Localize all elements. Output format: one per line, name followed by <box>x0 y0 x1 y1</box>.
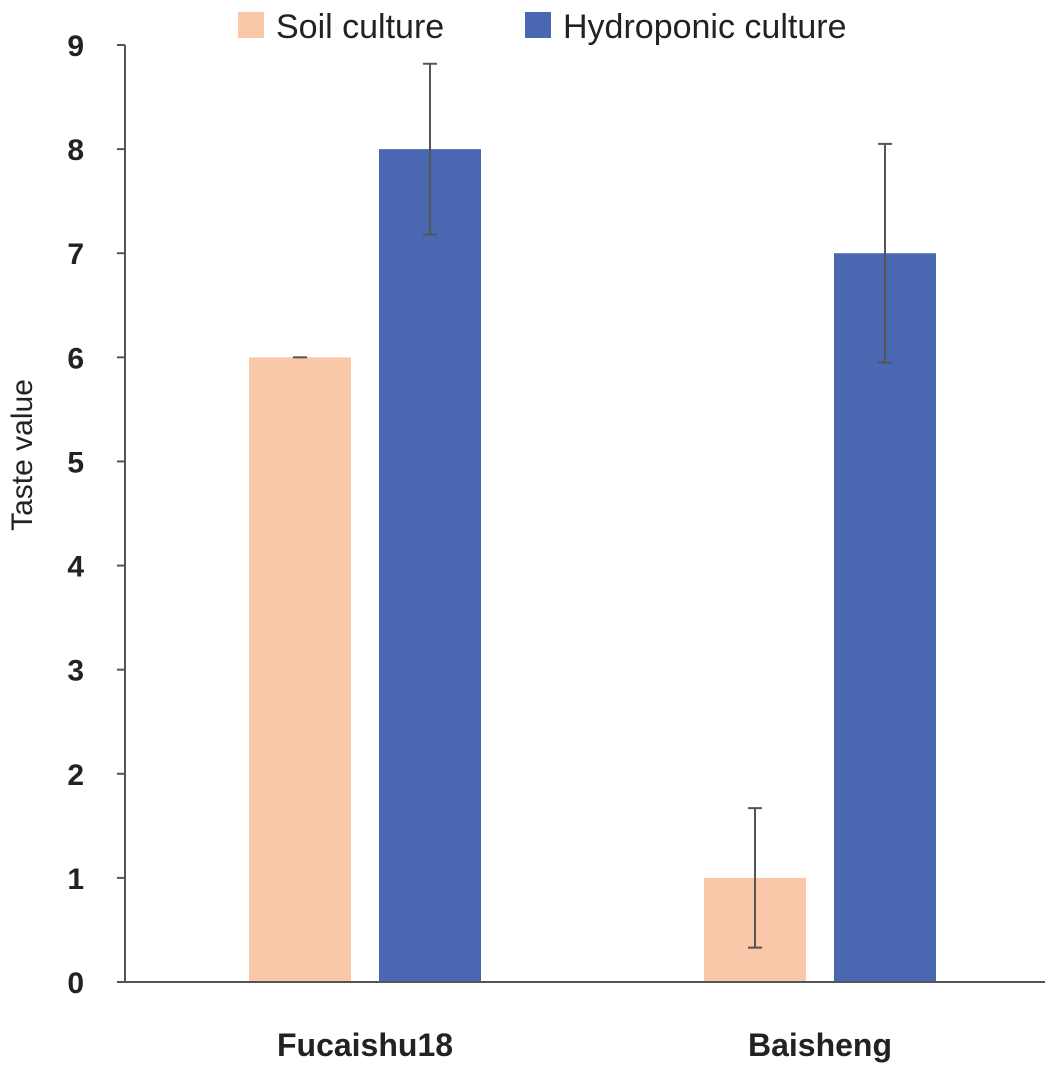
y-tick-label: 5 <box>67 446 84 479</box>
y-tick-label: 2 <box>67 759 84 792</box>
x-category-label: Baisheng <box>748 1027 892 1063</box>
x-axis: Fucaishu18 Baisheng <box>125 981 1045 1063</box>
bar-soil-culture-fucaishu18 <box>249 357 351 982</box>
y-tick-label: 6 <box>67 342 84 375</box>
legend-swatch <box>525 12 551 38</box>
x-category-label: Fucaishu18 <box>277 1027 453 1063</box>
legend-swatch <box>238 12 264 38</box>
y-tick-label: 7 <box>67 238 84 271</box>
y-axis: 0 1 2 3 4 5 6 7 8 9 <box>67 30 126 1000</box>
y-axis-title: Taste value <box>6 379 39 531</box>
y-tick-label: 4 <box>67 551 84 584</box>
legend-label: Hydroponic culture <box>563 8 846 46</box>
y-tick-label: 0 <box>67 967 84 1000</box>
legend-label: Soil culture <box>276 8 444 46</box>
bar-hydroponic-culture-fucaishu18 <box>379 149 481 983</box>
legend: Soil culture Hydroponic culture <box>238 8 846 46</box>
y-tick-label: 1 <box>67 863 84 896</box>
y-tick-label: 8 <box>67 134 84 167</box>
bar-hydroponic-culture-baisheng <box>834 253 936 982</box>
y-tick-label: 9 <box>67 30 84 63</box>
bars <box>249 62 936 983</box>
y-tick-label: 3 <box>67 655 84 688</box>
